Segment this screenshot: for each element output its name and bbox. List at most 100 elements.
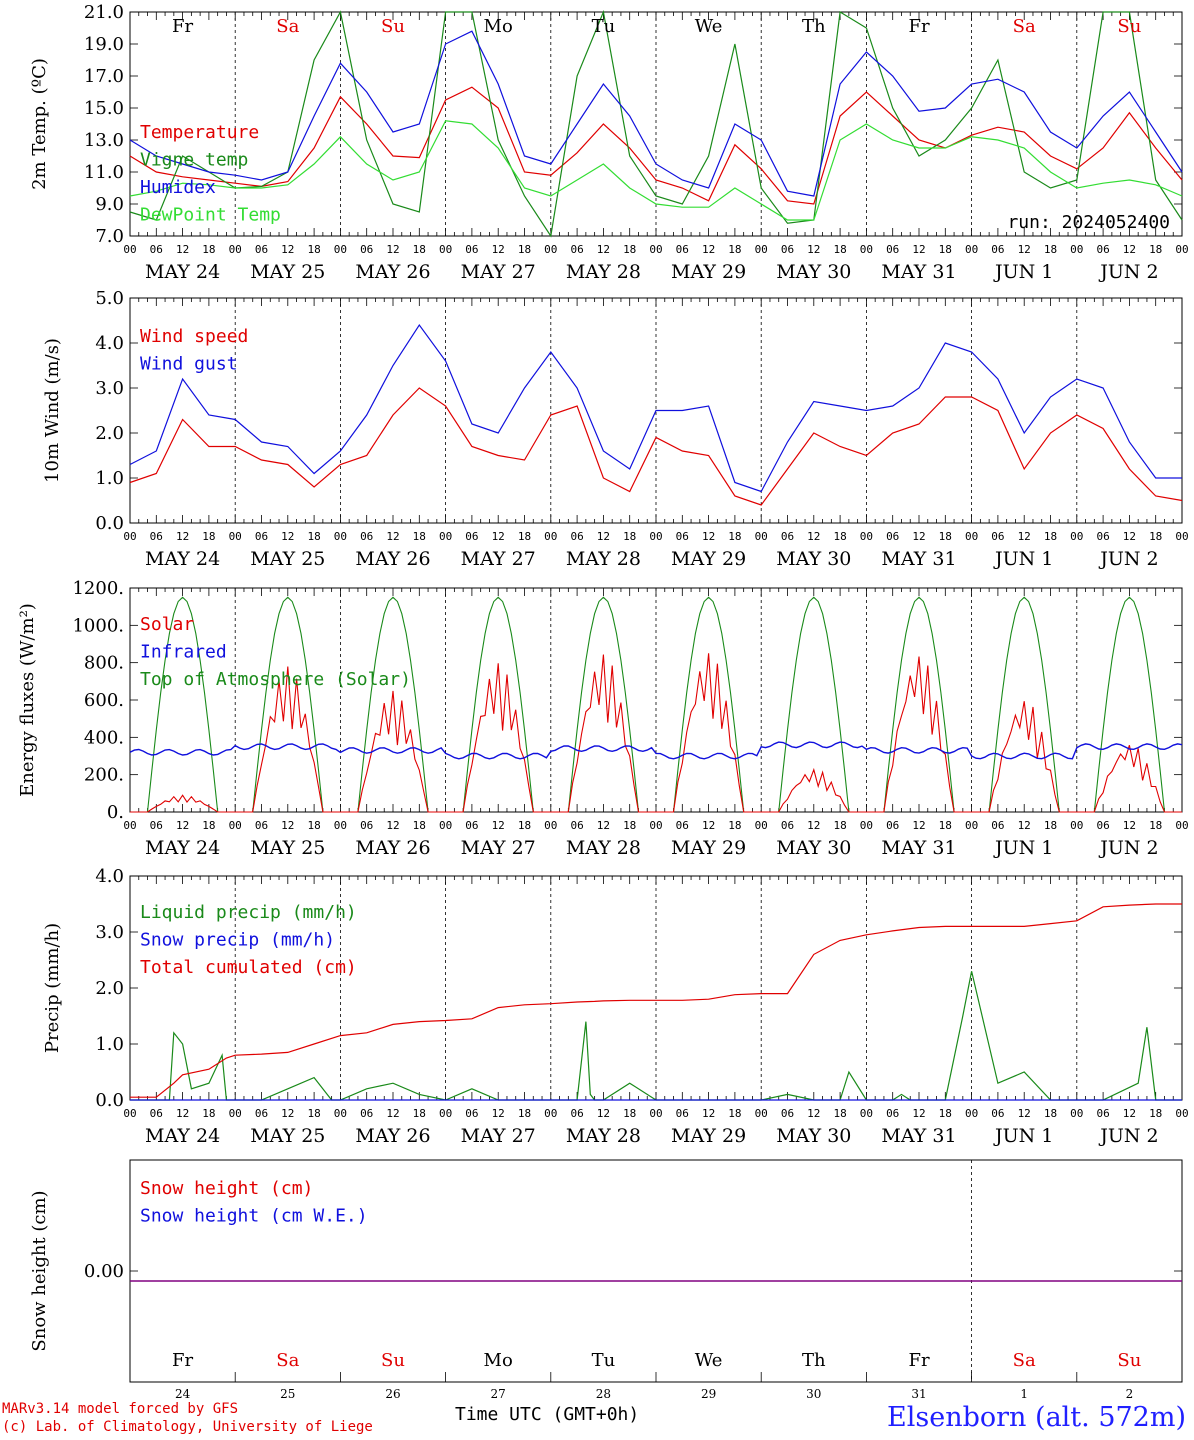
hour-tick-label: 06 <box>991 819 1004 832</box>
date-label: MAY 25 <box>250 1125 325 1147</box>
hour-tick-label: 18 <box>833 819 846 832</box>
hour-tick-label: 00 <box>965 819 978 832</box>
hour-tick-label: 06 <box>676 243 689 256</box>
hour-tick-label: 18 <box>728 243 741 256</box>
date-label: JUN 1 <box>993 548 1053 570</box>
hour-tick-label: 18 <box>518 1107 531 1120</box>
y-tick-label: 1000. <box>72 615 124 636</box>
hour-tick-label: 18 <box>1149 530 1162 543</box>
hour-tick-label: 18 <box>202 819 215 832</box>
hour-tick-label: 12 <box>597 1107 610 1120</box>
series-solar <box>130 653 1182 813</box>
hour-tick-label: 12 <box>912 819 925 832</box>
day-number: 26 <box>385 1387 400 1401</box>
hour-tick-label: 06 <box>150 243 163 256</box>
hour-tick-label: 06 <box>781 243 794 256</box>
date-label: MAY 31 <box>881 1125 956 1147</box>
hour-tick-label: 12 <box>1018 530 1031 543</box>
y-tick-label: 11.0 <box>84 162 124 183</box>
day-abbr-bottom: Fr <box>908 1350 929 1371</box>
hour-tick-label: 06 <box>570 243 583 256</box>
y-tick-label: 800. <box>84 653 124 674</box>
day-abbr-bottom: Fr <box>172 1350 193 1371</box>
hour-tick-label: 12 <box>386 530 399 543</box>
date-label: MAY 28 <box>566 548 641 570</box>
legend-dewpoint-temp: DewPoint Temp <box>140 205 281 226</box>
legend-wind-speed: Wind speed <box>140 326 248 347</box>
hour-tick-label: 06 <box>991 243 1004 256</box>
y-tick-label: 3.0 <box>95 378 124 399</box>
hour-tick-label: 12 <box>597 243 610 256</box>
legend-snow-height-cm-w-e-: Snow height (cm W.E.) <box>140 1206 368 1227</box>
hour-tick-label: 12 <box>281 530 294 543</box>
hour-tick-label: 12 <box>807 530 820 543</box>
hour-tick-label: 00 <box>860 530 873 543</box>
hour-tick-label: 12 <box>492 243 505 256</box>
date-label: MAY 24 <box>145 837 220 859</box>
hour-tick-label: 18 <box>623 530 636 543</box>
hour-tick-label: 12 <box>176 819 189 832</box>
y-axis-label-2: 10m Wind (m/s) <box>42 338 63 483</box>
date-label: JUN 2 <box>1098 261 1158 283</box>
date-label: MAY 29 <box>671 1125 746 1147</box>
hour-tick-label: 06 <box>1096 819 1109 832</box>
y-tick-label: 1200. <box>72 578 124 599</box>
day-number: 29 <box>701 1387 716 1401</box>
hour-tick-label: 00 <box>1175 819 1188 832</box>
hour-tick-label: 06 <box>991 1107 1004 1120</box>
y-tick-label: 4.0 <box>95 333 124 354</box>
model-credit-line1: MARv3.14 model forced by GFS <box>2 1401 239 1417</box>
hour-tick-label: 18 <box>202 1107 215 1120</box>
day-abbr-bottom: We <box>695 1350 723 1371</box>
hour-tick-label: 18 <box>1149 243 1162 256</box>
hour-tick-label: 12 <box>281 243 294 256</box>
hour-tick-label: 12 <box>176 243 189 256</box>
hour-tick-label: 06 <box>886 530 899 543</box>
hour-tick-label: 06 <box>1096 1107 1109 1120</box>
hour-tick-label: 18 <box>307 819 320 832</box>
date-label: MAY 28 <box>566 261 641 283</box>
hour-tick-label: 12 <box>386 243 399 256</box>
hour-tick-label: 00 <box>860 819 873 832</box>
hour-tick-label: 12 <box>912 243 925 256</box>
hour-tick-label: 06 <box>150 530 163 543</box>
hour-tick-label: 06 <box>255 243 268 256</box>
hour-tick-label: 00 <box>123 1107 136 1120</box>
hour-tick-label: 06 <box>676 530 689 543</box>
date-label: MAY 24 <box>145 1125 220 1147</box>
hour-tick-label: 18 <box>307 530 320 543</box>
hour-tick-label: 12 <box>176 1107 189 1120</box>
hour-tick-label: 00 <box>544 530 557 543</box>
y-tick-label: 400. <box>84 727 124 748</box>
y-tick-label: 15.0 <box>84 98 124 119</box>
date-label: JUN 1 <box>993 837 1053 859</box>
y-tick-label: 0.00 <box>84 1261 124 1282</box>
hour-tick-label: 18 <box>518 243 531 256</box>
y-tick-label: 7.0 <box>95 226 124 247</box>
date-label: MAY 27 <box>461 1125 536 1147</box>
hour-tick-label: 00 <box>334 530 347 543</box>
hour-tick-label: 06 <box>676 1107 689 1120</box>
y-tick-label: 1.0 <box>95 468 124 489</box>
hour-tick-label: 00 <box>1070 1107 1083 1120</box>
hour-tick-label: 18 <box>728 530 741 543</box>
hour-tick-label: 12 <box>1018 1107 1031 1120</box>
plot-frame-1 <box>129 11 1183 237</box>
hour-tick-label: 12 <box>281 819 294 832</box>
day-number: 1 <box>1020 1387 1028 1401</box>
date-label: JUN 1 <box>993 1125 1053 1147</box>
day-abbr-bottom: Sa <box>276 1350 299 1371</box>
y-tick-label: 4.0 <box>95 866 124 887</box>
hour-tick-label: 06 <box>570 1107 583 1120</box>
date-label: JUN 2 <box>1098 548 1158 570</box>
hour-tick-label: 12 <box>1018 243 1031 256</box>
day-number: 25 <box>280 1387 295 1401</box>
date-label: MAY 26 <box>355 548 430 570</box>
hour-tick-label: 00 <box>649 530 662 543</box>
hour-tick-label: 12 <box>492 819 505 832</box>
hour-tick-label: 00 <box>123 530 136 543</box>
hour-tick-label: 00 <box>544 1107 557 1120</box>
series-infrared <box>129 741 1183 760</box>
hour-tick-label: 18 <box>518 819 531 832</box>
hour-tick-label: 06 <box>255 530 268 543</box>
